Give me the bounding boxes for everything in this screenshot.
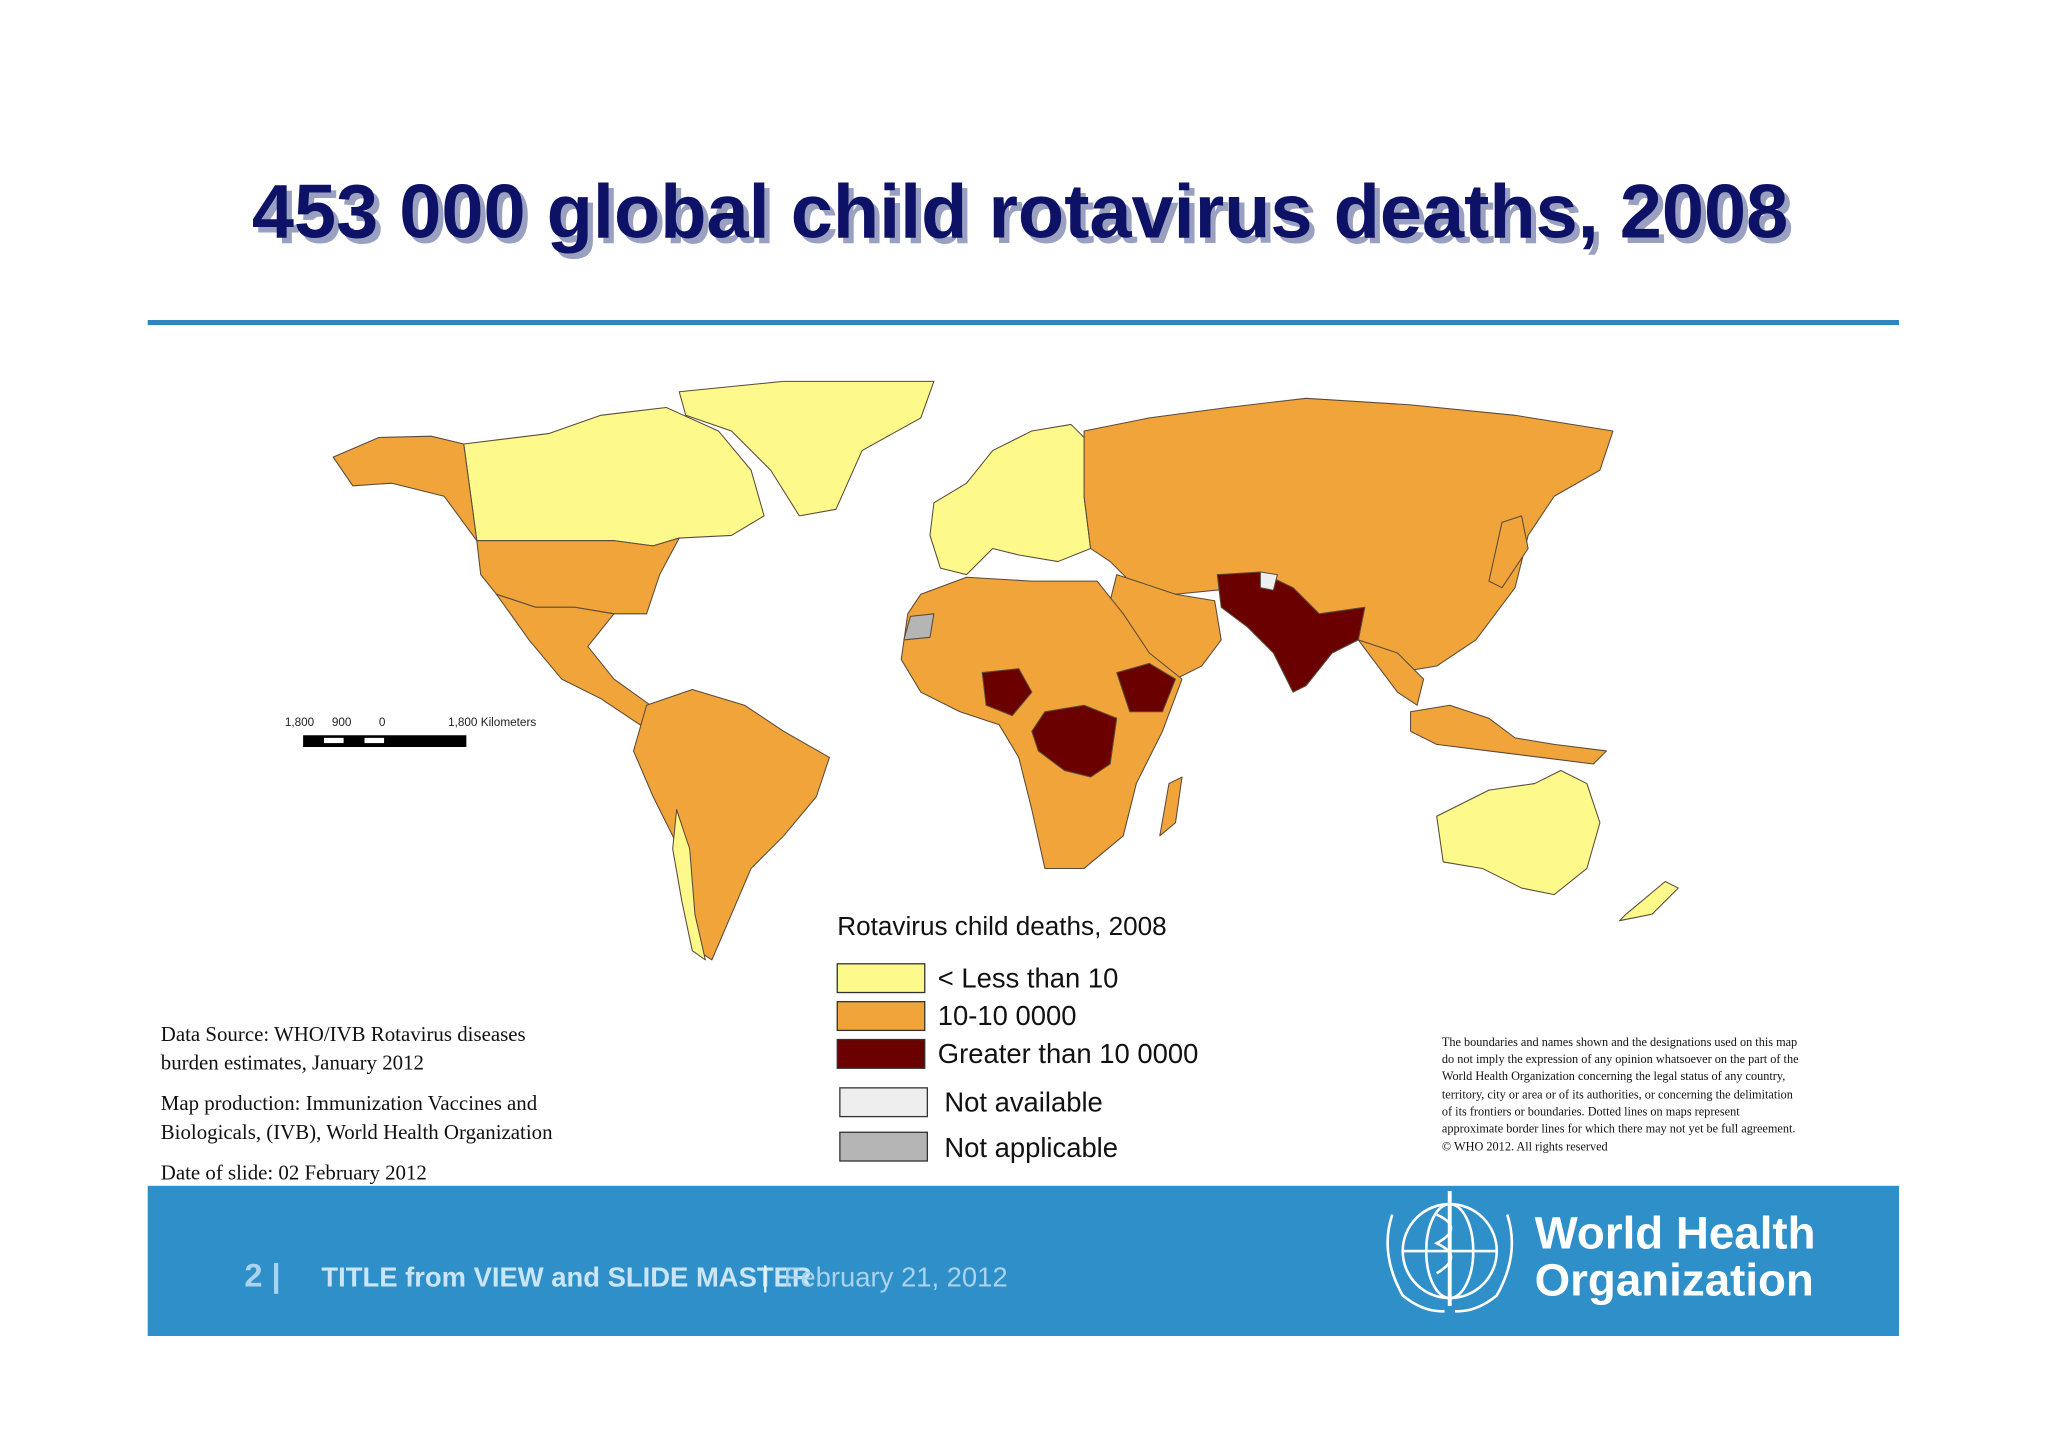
scale-label: 0	[379, 716, 386, 729]
alaska	[332, 435, 478, 542]
nigeria	[981, 668, 1033, 717]
indonesia	[1410, 704, 1607, 765]
legend-swatch	[836, 1001, 926, 1032]
source-line: Data Source: WHO/IVB Rotavirus diseases	[161, 1022, 526, 1046]
legend-swatch	[839, 1131, 929, 1162]
south-america	[632, 689, 830, 961]
greenland	[678, 380, 935, 517]
source-notes: Data Source: WHO/IVB Rotavirus diseases …	[161, 1022, 553, 1184]
legend-label: Greater than 10 0000	[938, 1038, 1199, 1069]
south-asia	[1216, 571, 1366, 693]
disclaimer-line: of its frontiers or boundaries. Dotted l…	[1442, 1104, 1740, 1118]
ethiopia	[1116, 662, 1177, 713]
logo-line: World Health	[1535, 1207, 1816, 1258]
source-line: burden estimates, January 2012	[161, 1051, 424, 1075]
legend-label: Not applicable	[944, 1132, 1118, 1163]
australia	[1436, 769, 1601, 896]
disclaimer-line: The boundaries and names shown and the d…	[1442, 1035, 1797, 1049]
new-zealand	[1618, 880, 1679, 922]
legend-label: < Less than 10	[938, 962, 1119, 993]
page-number: 2 |	[244, 1256, 280, 1293]
legend-label: 10-10 0000	[938, 1000, 1077, 1031]
canada	[463, 406, 765, 547]
legend-label: Not available	[944, 1086, 1102, 1117]
scale-label: 1,800 Kilometers	[448, 716, 536, 729]
legend-title: Rotavirus child deaths, 2008	[837, 911, 1166, 941]
disclaimer-line: do not imply the expression of any opini…	[1442, 1052, 1799, 1066]
legend-swatch	[839, 1087, 929, 1118]
drc	[1031, 704, 1118, 778]
japan	[1488, 515, 1529, 589]
disclaimer: The boundaries and names shown and the d…	[1442, 1035, 1799, 1153]
footer-separator: |	[762, 1261, 769, 1293]
chile	[672, 809, 706, 961]
title-shadow: 453 000 global child rotavirus deaths, 2…	[257, 175, 1793, 260]
source-line: Map production: Immunization Vaccines an…	[161, 1091, 538, 1115]
central-america	[495, 593, 661, 726]
legend-swatch	[836, 963, 926, 994]
europe	[929, 423, 1092, 576]
scale-label: 900	[332, 716, 352, 729]
usa	[476, 537, 680, 615]
title: 453 000 global child rotavirus deaths, 2…	[252, 170, 1788, 255]
legend-swatch	[836, 1038, 926, 1069]
footer-band	[147, 1185, 1899, 1336]
disclaimer-line: approximate border lines for which there…	[1442, 1121, 1796, 1135]
western-sahara	[903, 613, 935, 641]
madagascar	[1159, 776, 1183, 837]
source-line: Biologicals, (IVB), World Health Organiz…	[161, 1120, 553, 1144]
southeast-asia	[1357, 639, 1425, 706]
disclaimer-line: © WHO 2012. All rights reserved	[1442, 1140, 1608, 1154]
disclaimer-line: territory, city or area or of its author…	[1442, 1087, 1793, 1101]
scale-label: 1,800	[285, 716, 315, 729]
logo-line: Organization	[1535, 1255, 1814, 1306]
footer-date: February 21, 2012	[784, 1261, 1008, 1292]
kashmir	[1259, 571, 1278, 591]
source-line: Date of slide: 02 February 2012	[161, 1160, 427, 1184]
who-emblem	[1386, 1191, 1514, 1313]
scale-bar	[303, 735, 467, 748]
legend: Rotavirus child deaths, 2008 < Less than…	[836, 911, 1199, 1163]
footer-title: TITLE from VIEW and SLIDE MASTER	[321, 1261, 811, 1292]
disclaimer-line: World Health Organization concerning the…	[1442, 1069, 1785, 1083]
world-map	[332, 380, 1679, 961]
